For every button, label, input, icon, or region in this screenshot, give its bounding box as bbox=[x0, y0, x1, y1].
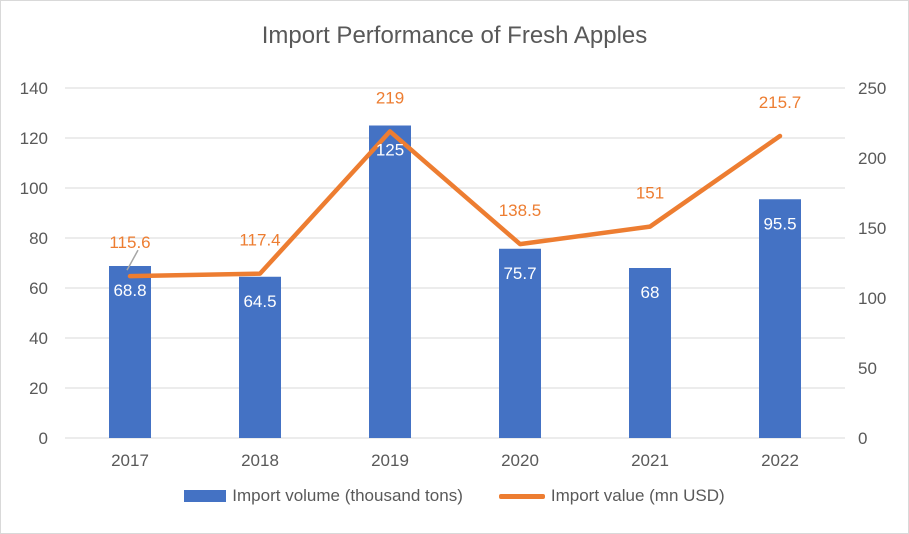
bar-data-label: 64.5 bbox=[243, 292, 276, 311]
bar-data-label: 95.5 bbox=[763, 214, 796, 233]
y-left-tick-label: 60 bbox=[29, 279, 48, 298]
bar bbox=[239, 276, 281, 438]
line-data-label: 117.4 bbox=[239, 231, 280, 250]
y-left-tick-label: 20 bbox=[29, 379, 48, 398]
line-data-label: 151 bbox=[636, 184, 664, 203]
bar bbox=[109, 266, 151, 438]
bar bbox=[499, 248, 541, 438]
y-right-tick-label: 250 bbox=[858, 79, 886, 98]
x-tick-label: 2019 bbox=[371, 451, 409, 470]
legend-label-value: Import value (mn USD) bbox=[550, 486, 725, 505]
x-tick-label: 2017 bbox=[111, 451, 149, 470]
y-right-tick-label: 50 bbox=[858, 359, 877, 378]
chart-title: Import Performance of Fresh Apples bbox=[261, 22, 648, 49]
legend-label-volume: Import volume (thousand tons) bbox=[232, 486, 463, 505]
legend-swatch-value bbox=[498, 493, 545, 499]
y-left-tick-label: 80 bbox=[29, 229, 48, 248]
bar bbox=[369, 125, 411, 438]
y-left-tick-label: 100 bbox=[20, 179, 48, 198]
bar bbox=[629, 268, 671, 438]
y-right-tick-label: 0 bbox=[858, 429, 867, 448]
label-leader-line bbox=[126, 249, 139, 271]
y-left-tick-label: 40 bbox=[29, 329, 48, 348]
y-right-tick-label: 150 bbox=[858, 219, 886, 238]
y-left-tick-label: 120 bbox=[20, 129, 48, 148]
y-right-tick-label: 200 bbox=[858, 149, 886, 168]
y-left-tick-label: 140 bbox=[20, 79, 48, 98]
x-tick-label: 2020 bbox=[501, 451, 539, 470]
bar-data-label: 125 bbox=[376, 141, 404, 160]
y-left-tick-label: 0 bbox=[39, 429, 48, 448]
line-data-label: 138.5 bbox=[499, 201, 542, 220]
y-right-tick-label: 100 bbox=[858, 289, 886, 308]
bar-data-label: 68.8 bbox=[113, 281, 146, 300]
x-tick-label: 2022 bbox=[761, 451, 799, 470]
bar-data-label: 75.7 bbox=[503, 264, 536, 283]
line-data-label: 115.6 bbox=[109, 233, 150, 252]
legend-swatch-volume bbox=[184, 490, 227, 502]
bar-data-label: 68 bbox=[641, 283, 660, 302]
x-tick-label: 2018 bbox=[241, 451, 279, 470]
line-data-label: 219 bbox=[376, 88, 404, 107]
series-line bbox=[127, 129, 783, 279]
legend-item-volume: Import volume (thousand tons) bbox=[184, 486, 463, 506]
legend-item-value: Import value (mn USD) bbox=[498, 486, 725, 506]
bar bbox=[759, 199, 801, 438]
line-data-label: 215.7 bbox=[759, 93, 802, 112]
legend: Import volume (thousand tons) Import val… bbox=[0, 486, 909, 506]
x-tick-label: 2021 bbox=[631, 451, 669, 470]
